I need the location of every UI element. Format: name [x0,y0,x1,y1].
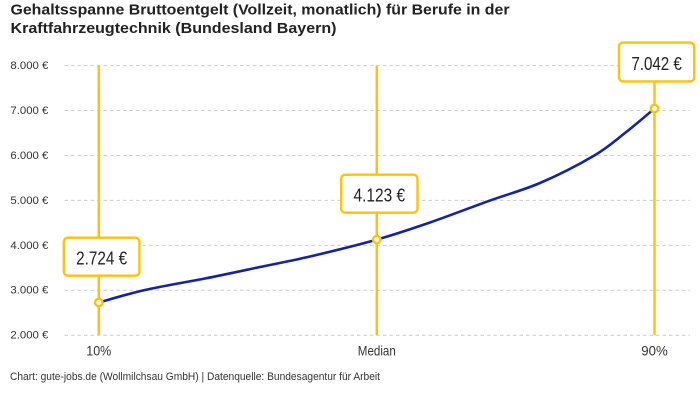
svg-text:Kraftfahrzeugtechnik (Bundesla: Kraftfahrzeugtechnik (Bundesland Bayern) [11,20,337,37]
svg-text:3.000 €: 3.000 € [10,285,48,297]
svg-text:7.000 €: 7.000 € [10,105,48,117]
svg-text:7.042 €: 7.042 € [631,54,682,74]
svg-text:4.123 €: 4.123 € [354,186,406,206]
svg-text:Gehaltsspanne Bruttoentgelt (V: Gehaltsspanne Bruttoentgelt (Vollzeit, m… [11,2,510,19]
svg-text:10%: 10% [86,342,111,358]
svg-text:Median: Median [358,342,396,358]
svg-text:90%: 90% [641,342,668,358]
svg-text:5.000 €: 5.000 € [10,195,48,207]
svg-text:4.000 €: 4.000 € [10,240,48,252]
svg-text:Chart: gute-jobs.de (Wollmilch: Chart: gute-jobs.de (Wollmilchsau GmbH) … [10,371,380,383]
svg-text:6.000 €: 6.000 € [10,150,48,162]
svg-text:8.000 €: 8.000 € [10,60,48,72]
svg-text:2.724 €: 2.724 € [76,249,127,269]
svg-text:2.000 €: 2.000 € [10,330,48,342]
